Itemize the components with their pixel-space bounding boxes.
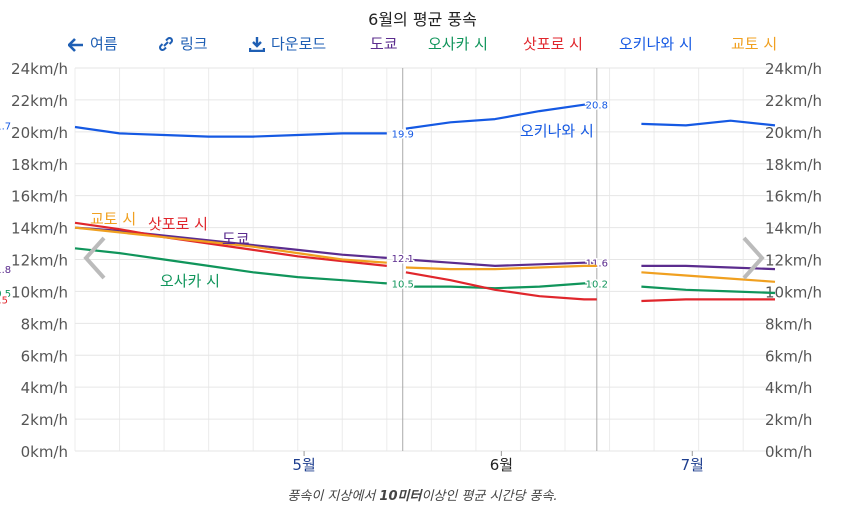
- chart-area: 0km/h 0km/h 2km/h 2km/h 4km/h 4km/h 6km/h 6km/h…: [0, 60, 822, 474]
- series-annotation: 삿포로 시: [148, 215, 208, 233]
- link-button[interactable]: 링크: [158, 33, 208, 54]
- y-tick-label-right: 2km/h: [765, 411, 812, 429]
- series-line: [405, 264, 597, 271]
- y-tick-label-right: 4km/h: [765, 379, 812, 397]
- data-label: 10.2: [586, 279, 608, 290]
- series-line: [405, 271, 597, 301]
- x-tick-label: 6월: [490, 456, 513, 474]
- data-label: 10.5: [0, 289, 11, 300]
- data-label: 11.8: [0, 265, 11, 276]
- download-button[interactable]: 다운로드: [248, 33, 327, 54]
- download-icon: [248, 37, 266, 53]
- download-label: 다운로드: [271, 35, 327, 53]
- data-label: 11.6: [586, 259, 608, 270]
- data-label: 10.5: [392, 279, 414, 290]
- link-label: 링크: [180, 35, 208, 53]
- y-tick-label-right: 10km/h: [765, 283, 822, 301]
- data-label: 21.7: [0, 121, 11, 132]
- series-annotation: 도쿄: [222, 230, 250, 248]
- y-tick-label-right: 12km/h: [765, 252, 822, 270]
- series-annotation: 교토 시: [90, 210, 136, 228]
- back-label: 여름: [90, 35, 118, 53]
- toolbar: 여름 링크 다운로드 도쿄 오사카 시 삿포로 시 오키나와 시 교토 시: [0, 33, 845, 55]
- series-line: [405, 282, 597, 290]
- y-tick-label-left: 20km/h: [11, 124, 68, 142]
- series-annotation: 오키나와 시: [520, 122, 594, 140]
- link-icon: [159, 37, 173, 51]
- y-tick-label-right: 18km/h: [765, 156, 822, 174]
- x-tick-label: 5월: [292, 456, 315, 474]
- y-tick-label-left: 6km/h: [21, 347, 68, 365]
- legend-item-osaka[interactable]: 오사카 시: [428, 35, 488, 53]
- y-tick-label-right: 0km/h: [765, 443, 812, 461]
- series-line: [641, 119, 776, 127]
- data-label: 12.1: [392, 254, 414, 265]
- y-tick-label-left: 14km/h: [11, 220, 68, 238]
- series-line: [74, 226, 387, 264]
- y-tick-label-right: 6km/h: [765, 347, 812, 365]
- chevron-right-icon[interactable]: [738, 235, 768, 281]
- x-tick-label: 7월: [681, 456, 704, 474]
- legend-item-tokyo[interactable]: 도쿄: [370, 35, 398, 53]
- series-line: [74, 221, 387, 267]
- y-tick-label-left: 0km/h: [21, 443, 68, 461]
- y-tick-label-right: 8km/h: [765, 315, 812, 333]
- series-annotation: 오사카 시: [160, 272, 220, 290]
- chart-title: 6월의 평균 풍속: [368, 10, 477, 29]
- y-tick-label-left: 16km/h: [11, 188, 68, 206]
- legend-item-okinawa[interactable]: 오키나와 시: [619, 35, 693, 53]
- caption-text-end: 이상인 평균 시간당 풍속.: [421, 489, 558, 504]
- data-label: 20.8: [586, 101, 608, 112]
- y-tick-label-right: 20km/h: [765, 124, 822, 142]
- legend-item-kyoto[interactable]: 교토 시: [731, 35, 778, 53]
- series-line: [74, 247, 387, 285]
- y-tick-label-left: 4km/h: [21, 379, 68, 397]
- y-tick-label-left: 24km/h: [11, 60, 68, 78]
- arrow-left-icon: [67, 38, 83, 52]
- series-line: [641, 271, 776, 283]
- caption-text: 풍속이 지상에서: [287, 489, 380, 504]
- legend-item-sapporo[interactable]: 삿포로 시: [523, 35, 583, 53]
- series-line: [405, 258, 597, 267]
- series-line: [641, 298, 775, 303]
- series-line: [641, 285, 776, 295]
- y-tick-label-right: 14km/h: [765, 220, 822, 238]
- y-tick-label-left: 12km/h: [11, 252, 68, 270]
- back-button[interactable]: 여름: [67, 33, 118, 54]
- chart-caption: 풍속이 지상에서 10미터이상인 평균 시간당 풍속.: [0, 485, 845, 504]
- y-tick-label-left: 8km/h: [21, 315, 68, 333]
- y-tick-label-left: 10km/h: [11, 283, 68, 301]
- caption-bold: 10미터: [379, 489, 422, 504]
- data-label: 19.9: [392, 129, 414, 140]
- y-tick-label-right: 24km/h: [765, 60, 822, 78]
- y-tick-label-right: 16km/h: [765, 188, 822, 206]
- y-tick-label-left: 2km/h: [21, 411, 68, 429]
- y-tick-label-left: 18km/h: [11, 156, 68, 174]
- y-tick-label-left: 22km/h: [11, 92, 68, 110]
- chevron-left-icon[interactable]: [80, 235, 110, 281]
- series-line: [74, 125, 387, 138]
- series-line: [405, 103, 597, 130]
- data-label: 9.5: [0, 295, 8, 306]
- y-tick-label-right: 22km/h: [765, 92, 822, 110]
